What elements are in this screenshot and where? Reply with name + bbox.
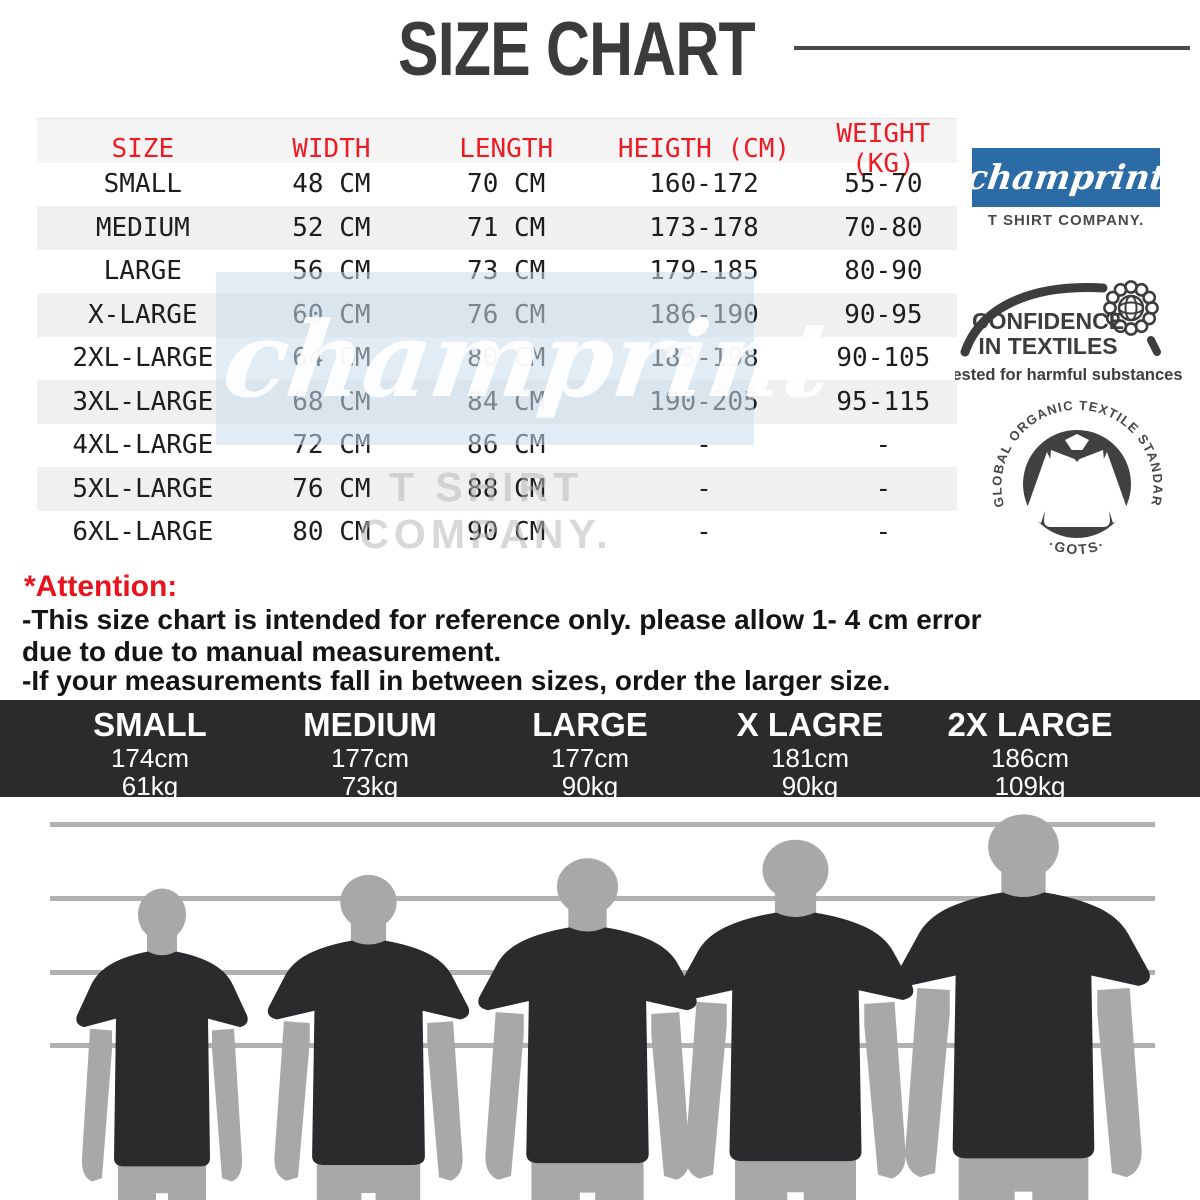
lineup-line [50, 822, 1155, 827]
summary-height: 174cm [110, 742, 190, 773]
brand-tagline: T SHIRT COMPANY. [987, 212, 1145, 229]
brand-logo: champrint [964, 148, 1168, 207]
cell: 48 CM [292, 169, 371, 200]
summary-height: 177cm [330, 742, 410, 773]
summary-col-medium: MEDIUM 177cm 73kg [260, 706, 480, 802]
summary-weight: 109kg [994, 771, 1066, 802]
cell: 173-178 [649, 212, 759, 243]
cell: 90-105 [836, 343, 931, 374]
summary-weight: 73kg [341, 771, 399, 802]
cell: 88 CM [467, 473, 546, 504]
cell: 90-95 [844, 299, 923, 330]
cell: 5XL-LARGE [72, 473, 214, 504]
attention-heading: *Attention: [24, 570, 178, 603]
cell: 76 CM [292, 473, 371, 504]
attention-line: -If your measurements fall in between si… [22, 665, 891, 696]
cell: 4XL-LARGE [72, 430, 214, 461]
svg-text:·GOTS·: ·GOTS· [1046, 536, 1107, 558]
summary-height: 177cm [550, 742, 630, 773]
table-header-row: SIZE WIDTH LENGTH HEIGTH (CM) WEIGHT (KG… [37, 119, 957, 179]
table-row: 6XL-LARGE 80 CM 90 CM - - [37, 510, 957, 554]
cell: 6XL-LARGE [72, 517, 214, 548]
summary-size-label: 2X LARGE [947, 706, 1113, 743]
title-rule [794, 46, 1190, 50]
summary-col-large: LARGE 177cm 90kg [480, 706, 700, 802]
cell: 52 CM [292, 212, 371, 243]
cell: 90 CM [467, 517, 546, 548]
summary-size-label: X LAGRE [736, 706, 884, 743]
attention-line: due to due to manual measurement. [22, 636, 502, 667]
oeko-line1: CONFIDENCE [972, 308, 1124, 334]
summary-weight: 90kg [781, 771, 839, 802]
summary-size-label: MEDIUM [303, 706, 437, 743]
cell: 2XL-LARGE [72, 343, 214, 374]
oeko-arc [960, 283, 1108, 357]
oeko-line2: IN TEXTILES [978, 333, 1117, 359]
oeko-subtext: Tested for harmful substances [955, 366, 1183, 384]
summary-col-2xlarge: 2X LARGE 186cm 109kg [920, 706, 1140, 802]
cell: 55-70 [844, 169, 923, 200]
cell: 95-115 [836, 386, 931, 417]
summary-height: 181cm [770, 742, 850, 773]
cell: 80 CM [292, 517, 371, 548]
summary-size-label: LARGE [532, 706, 648, 743]
watermark-box [216, 272, 754, 445]
cell: 71 CM [467, 212, 546, 243]
summary-weight: 90kg [561, 771, 619, 802]
attention-line: -This size chart is intended for referen… [22, 604, 982, 635]
col-header-weight: WEIGHT (KG) [836, 119, 931, 179]
gots-bottom-text: ·GOTS· [1046, 536, 1105, 558]
summary-col-small: SMALL 174cm 61kg [40, 706, 260, 802]
brand-logo-text: champrint [963, 157, 1169, 198]
table-row: MEDIUM 52 CM 71 CM 173-178 70-80 [37, 206, 957, 250]
cell: X-LARGE [88, 299, 198, 330]
summary-size-label: SMALL [93, 706, 207, 743]
cell: 160-172 [649, 169, 759, 200]
size-summary-bar: SMALL 174cm 61kg MEDIUM 177cm 73kg LARGE… [0, 700, 1200, 802]
cell: MEDIUM [95, 212, 190, 243]
gots-collar-notch [1067, 450, 1087, 462]
cell: 70-80 [844, 212, 923, 243]
size-lineup [0, 797, 1200, 1200]
cell: - [696, 517, 712, 548]
page-title: SIZE CHART [398, 7, 756, 92]
gots-shirt-icon [1025, 434, 1129, 527]
confidence-in-textiles-badge: CONFIDENCE IN TEXTILES Tested for harmfu… [955, 280, 1183, 384]
cell: 80-90 [844, 256, 923, 287]
table-row: SMALL 48 CM 70 CM 160-172 55-70 [37, 162, 957, 206]
cell: LARGE [103, 256, 182, 287]
watermark-subtext: T SHIRT COMPANY. [359, 464, 613, 557]
col-header-height: HEIGTH (CM) [617, 134, 791, 164]
cell: 3XL-LARGE [72, 386, 214, 417]
oeko-globe-flower-icon [1103, 280, 1161, 356]
figure-silhouette-2xlarge [876, 805, 1171, 1200]
summary-col-xlarge: X LAGRE 181cm 90kg [700, 706, 920, 802]
cell: SMALL [103, 169, 182, 200]
col-header-size: SIZE [111, 134, 175, 164]
cell: - [875, 473, 892, 504]
table-row: 5XL-LARGE 76 CM 88 CM - - [37, 467, 957, 511]
cell: - [875, 430, 892, 461]
summary-weight: 61kg [121, 771, 179, 802]
figure-silhouette-small [62, 881, 262, 1200]
cell: 70 CM [467, 169, 546, 200]
gots-badge: GLOBAL ORGANIC TEXTILE STANDARD ·GOTS· [985, 396, 1164, 558]
summary-height: 186cm [990, 742, 1070, 773]
figure-silhouette-medium [251, 867, 486, 1200]
cell: - [875, 517, 892, 548]
cell: - [696, 473, 712, 504]
col-header-length: LENGTH [459, 134, 554, 164]
col-header-width: WIDTH [292, 134, 371, 164]
